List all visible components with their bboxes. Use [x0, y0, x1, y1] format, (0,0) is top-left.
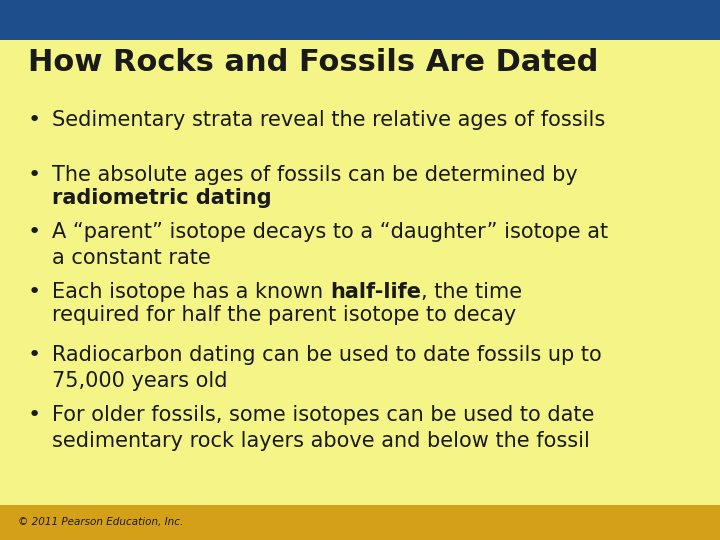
Text: , the time: , the time — [420, 282, 522, 302]
Text: © 2011 Pearson Education, Inc.: © 2011 Pearson Education, Inc. — [18, 517, 184, 528]
Text: required for half the parent isotope to decay: required for half the parent isotope to … — [52, 305, 516, 325]
Text: •: • — [28, 282, 41, 302]
Text: Each isotope has a known: Each isotope has a known — [52, 282, 330, 302]
Text: •: • — [28, 345, 41, 365]
Text: •: • — [28, 165, 41, 185]
Text: •: • — [28, 405, 41, 425]
Text: half-life: half-life — [330, 282, 420, 302]
Text: Sedimentary strata reveal the relative ages of fossils: Sedimentary strata reveal the relative a… — [52, 110, 606, 130]
Text: For older fossils, some isotopes can be used to date
sedimentary rock layers abo: For older fossils, some isotopes can be … — [52, 405, 595, 450]
Bar — [0, 505, 720, 540]
Text: A “parent” isotope decays to a “daughter” isotope at
a constant rate: A “parent” isotope decays to a “daughter… — [52, 222, 608, 268]
Text: •: • — [28, 222, 41, 242]
Text: The absolute ages of fossils can be determined by: The absolute ages of fossils can be dete… — [52, 165, 577, 185]
Text: radiometric dating: radiometric dating — [52, 188, 271, 208]
Text: •: • — [28, 110, 41, 130]
Text: Radiocarbon dating can be used to date fossils up to
75,000 years old: Radiocarbon dating can be used to date f… — [52, 345, 602, 390]
Bar — [0, 0, 720, 40]
Text: How Rocks and Fossils Are Dated: How Rocks and Fossils Are Dated — [28, 48, 598, 77]
